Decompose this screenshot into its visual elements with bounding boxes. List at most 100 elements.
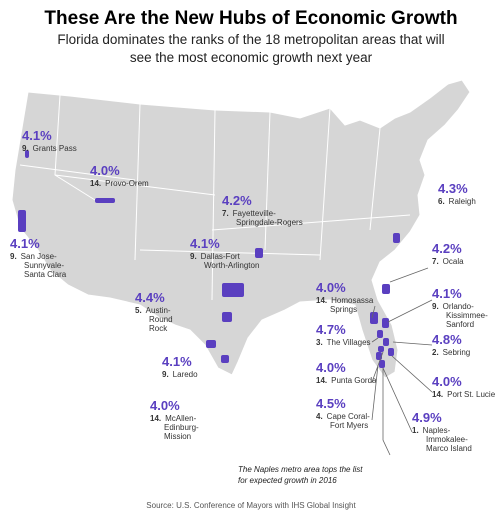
metro-name: 1. Naples- — [412, 426, 451, 435]
metro-name: Homosassa — [331, 296, 374, 305]
metro-area — [255, 248, 263, 258]
rank: 14. — [316, 296, 327, 305]
metro-name: Provo-Orem — [105, 179, 149, 188]
metro-name: 9. Dallas-Fort — [190, 252, 241, 261]
growth-value: 4.7% — [316, 322, 346, 337]
metro-area — [370, 312, 378, 324]
metro-name: 5. Austin- — [135, 306, 171, 315]
growth-value: 4.1% — [432, 286, 462, 301]
metro-name: 14. Punta Gorda — [316, 376, 377, 385]
metro-name: Round — [149, 315, 173, 324]
metro-name: 14. Port St. Lucie — [432, 390, 496, 399]
metro-area — [221, 355, 229, 363]
metro-name: Sanford — [446, 320, 474, 329]
metro-name: Naples- — [423, 426, 451, 435]
metro-name: Rock — [149, 324, 168, 333]
growth-value: 4.1% — [190, 236, 220, 251]
metro-name: Ocala — [443, 257, 464, 266]
growth-value: 4.2% — [222, 193, 252, 208]
metro-area — [393, 233, 400, 243]
metro-name: Springs — [330, 305, 357, 314]
metro-name: 4. Cape Coral- — [316, 412, 370, 421]
metro-name: 14. McAllen- — [150, 414, 197, 423]
growth-value: 4.4% — [135, 290, 165, 305]
metro-name: Orlando- — [443, 302, 474, 311]
metro-name: The Villages — [327, 338, 371, 347]
growth-value: 4.9% — [412, 410, 442, 425]
growth-value: 4.0% — [316, 280, 346, 295]
metro-name: Austin- — [146, 306, 171, 315]
metro-area — [18, 210, 26, 232]
rank: 14. — [150, 414, 161, 423]
metro-name: Port St. Lucie — [447, 390, 496, 399]
metro-name: Mission — [164, 432, 191, 441]
metro-name: 9. Laredo — [162, 370, 198, 379]
note: for expected growth in 2016 — [238, 476, 337, 485]
subtitle: Florida dominates the ranks of the 18 me… — [57, 32, 444, 47]
metro-name: Immokalee- — [426, 435, 468, 444]
growth-value: 4.0% — [150, 398, 180, 413]
metro-name: San Jose- — [21, 252, 57, 261]
metro-name: Fayetteville- — [233, 209, 276, 218]
rank: 7. — [432, 257, 439, 266]
metro-name: 2. Sebring — [432, 348, 470, 357]
rank: 3. — [316, 338, 323, 347]
rank: 9. — [190, 252, 197, 261]
growth-value: 4.1% — [22, 128, 52, 143]
rank: 9. — [162, 370, 169, 379]
metro-area — [377, 330, 383, 338]
rank: 14. — [90, 179, 101, 188]
metro-name: 9. Grants Pass — [22, 144, 77, 153]
title: These Are the New Hubs of Economic Growt… — [44, 8, 457, 29]
rank: 9. — [10, 252, 17, 261]
metro-area — [222, 283, 244, 297]
rank: 1. — [412, 426, 419, 435]
us-map — [11, 79, 471, 379]
source: Source: U.S. Conference of Mayors with I… — [146, 501, 356, 510]
metro-name: Punta Gorda — [331, 376, 377, 385]
metro-name: McAllen- — [165, 414, 196, 423]
metro-area — [222, 312, 232, 322]
metro-area — [378, 346, 384, 352]
metro-area — [25, 150, 29, 158]
metro-name: 14. Homosassa — [316, 296, 374, 305]
metro-area — [379, 360, 385, 368]
state-borders — [19, 94, 411, 301]
rank: 14. — [316, 376, 327, 385]
metro-name: Dallas-Fort — [201, 252, 241, 261]
metro-name: Fort Myers — [330, 421, 368, 430]
growth-value: 4.3% — [438, 181, 468, 196]
metro-name: Grants Pass — [33, 144, 77, 153]
metro-area — [388, 348, 394, 356]
metro-name: Springdale-Rogers — [236, 218, 303, 227]
rank: 14. — [432, 390, 443, 399]
rank: 7. — [222, 209, 229, 218]
rank: 5. — [135, 306, 142, 315]
metro-name: Worth-Arlington — [204, 261, 259, 270]
growth-value: 4.1% — [162, 354, 192, 369]
metro-name: 7. Ocala — [432, 257, 464, 266]
growth-value: 4.8% — [432, 332, 462, 347]
metro-name: Marco Island — [426, 444, 472, 453]
metro-area — [382, 284, 390, 294]
metro-area — [383, 338, 389, 346]
rank: 2. — [432, 348, 439, 357]
metro-name: Sunnyvale- — [24, 261, 64, 270]
rank: 9. — [432, 302, 439, 311]
metro-name: Kissimmee- — [446, 311, 488, 320]
metro-area — [376, 352, 382, 360]
metro-area — [95, 198, 115, 203]
metro-name: 3. The Villages — [316, 338, 371, 347]
metro-name: Sebring — [443, 348, 471, 357]
growth-value: 4.2% — [432, 241, 462, 256]
metro-name: 9. Orlando- — [432, 302, 474, 311]
growth-value: 4.0% — [316, 360, 346, 375]
metro-name: 14. Provo-Orem — [90, 179, 149, 188]
rank: 6. — [438, 197, 445, 206]
metro-name: Cape Coral- — [327, 412, 370, 421]
metro-area — [382, 318, 389, 328]
growth-value: 4.0% — [432, 374, 462, 389]
metro-name: 7. Fayetteville- — [222, 209, 276, 218]
